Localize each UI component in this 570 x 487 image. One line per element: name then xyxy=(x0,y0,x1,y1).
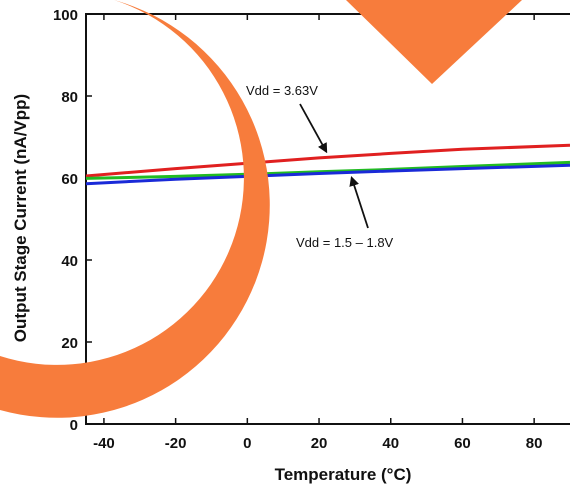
y-tick-label: 20 xyxy=(61,335,78,352)
y-tick-label: 0 xyxy=(70,417,78,434)
x-tick-label: -20 xyxy=(165,435,187,452)
orange-overlay xyxy=(0,0,522,418)
x-tick-label: 20 xyxy=(311,435,328,452)
annotation-label-3-63v: Vdd = 3.63V xyxy=(246,83,318,98)
y-axis-title: Output Stage Current (nA/Vpp) xyxy=(11,94,30,342)
plot-frame xyxy=(85,13,570,425)
x-tick-label: 40 xyxy=(382,435,399,452)
x-tick-label: -40 xyxy=(93,435,115,452)
plot-area xyxy=(85,13,570,425)
y-tick-label: 60 xyxy=(61,171,78,188)
x-tick-label: 0 xyxy=(243,435,251,452)
annotation-arrow-1-5v xyxy=(349,175,369,229)
series-line-1 xyxy=(85,143,570,178)
x-axis-title: Temperature (°C) xyxy=(275,465,412,484)
annotations: Vdd = 3.63V Vdd = 1.5 – 1.8V xyxy=(246,83,394,250)
series-line-2 xyxy=(85,160,570,180)
y-tick-label: 100 xyxy=(53,7,78,24)
x-tick-label: 60 xyxy=(454,435,471,452)
ticks: -40 -20 0 20 40 60 80 0 20 40 60 80 100 xyxy=(53,7,543,452)
annotation-arrow-3-63v xyxy=(299,103,328,154)
x-tick-label: 80 xyxy=(526,435,543,452)
y-tick-label: 40 xyxy=(61,253,78,270)
orange-ring-overlay xyxy=(0,0,270,418)
annotation-label-1-5v: Vdd = 1.5 – 1.8V xyxy=(296,235,394,250)
series-lines xyxy=(85,143,570,186)
y-tick-label: 80 xyxy=(61,89,78,106)
series-line-3 xyxy=(85,163,570,186)
orange-triangle-overlay xyxy=(346,0,522,84)
